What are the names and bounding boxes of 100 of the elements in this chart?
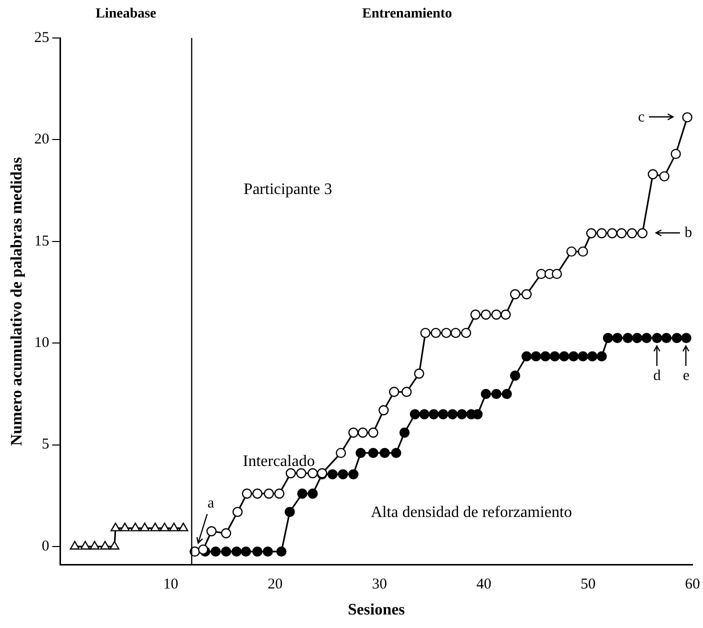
point: [378, 405, 389, 416]
point: [607, 228, 618, 238]
point: [252, 488, 262, 499]
text: Entrenamiento: [362, 6, 452, 22]
point: [286, 468, 296, 478]
y-tick-label: 20: [34, 132, 50, 148]
point: [240, 546, 252, 557]
point: [110, 522, 120, 532]
point: [616, 228, 627, 238]
point: [648, 169, 658, 180]
point: [100, 540, 110, 550]
point: [178, 522, 188, 532]
x-tick-label: 60: [685, 576, 700, 593]
point: [410, 409, 420, 420]
point: [419, 409, 430, 420]
point: [491, 388, 502, 400]
point: [264, 488, 274, 499]
text: Lineabase: [96, 6, 156, 22]
point: [672, 332, 682, 344]
point: [441, 328, 452, 338]
annotation: c: [638, 109, 645, 126]
point: [430, 328, 441, 338]
point: [566, 246, 577, 257]
point: [206, 526, 217, 536]
point: [510, 289, 520, 300]
point: [380, 448, 390, 458]
annotation: a: [207, 496, 214, 512]
x-axis-title: Sesiones: [348, 602, 405, 619]
annotation: Participante 3: [244, 181, 332, 198]
annotation: d: [653, 368, 662, 384]
point: [586, 228, 596, 238]
point: [80, 540, 90, 550]
point: [659, 171, 670, 182]
point: [536, 268, 546, 280]
point: [420, 328, 430, 338]
point: [491, 310, 502, 320]
point: [500, 310, 511, 320]
point: [221, 546, 232, 557]
point: [414, 368, 424, 379]
point: [391, 448, 402, 458]
point: [120, 522, 130, 532]
x-tick-label: 30: [372, 576, 387, 593]
point: [210, 546, 221, 557]
y-tick-label: 10: [34, 335, 50, 352]
point: [661, 332, 672, 344]
point: [274, 488, 284, 499]
point: [559, 351, 570, 362]
y-tick-label: 5: [42, 436, 50, 453]
point: [70, 540, 80, 550]
point: [388, 386, 400, 398]
y-tick-label: 15: [34, 233, 50, 250]
point: [637, 228, 648, 238]
point: [522, 351, 532, 362]
point: [587, 351, 598, 362]
point: [356, 448, 366, 458]
point: [348, 469, 358, 480]
point: [297, 488, 308, 499]
point: [284, 506, 295, 518]
point: [296, 468, 306, 478]
point: [399, 427, 410, 438]
point: [670, 148, 681, 160]
point: [626, 228, 638, 238]
point: [438, 409, 448, 420]
point: [90, 540, 100, 550]
point: [530, 351, 542, 362]
point: [682, 112, 692, 122]
point: [150, 522, 160, 532]
point: [540, 351, 550, 362]
point: [622, 332, 633, 344]
point: [641, 332, 652, 344]
point: [252, 546, 262, 557]
point: [169, 522, 179, 532]
point: [552, 268, 562, 280]
point: [242, 488, 252, 499]
point: [402, 386, 412, 398]
point: [612, 332, 622, 344]
point: [327, 469, 338, 480]
point: [447, 409, 458, 420]
point: [231, 546, 242, 557]
point: [368, 427, 378, 438]
point: [368, 448, 378, 458]
point: [221, 528, 232, 538]
x-tick-label: 20: [268, 576, 283, 593]
point: [550, 351, 560, 362]
point: [262, 546, 273, 557]
point: [480, 388, 492, 400]
point: [428, 409, 439, 420]
point: [578, 351, 588, 362]
series-label: Alta densidad de reforzamiento: [370, 504, 572, 522]
x-tick-label: 50: [580, 576, 596, 593]
annotation: e: [682, 368, 690, 384]
point: [578, 246, 588, 257]
point: [160, 522, 170, 532]
point: [276, 546, 286, 557]
point: [470, 310, 481, 320]
point: [681, 332, 692, 344]
point: [456, 409, 468, 420]
point: [596, 351, 607, 362]
point: [338, 469, 348, 480]
point: [632, 332, 642, 344]
